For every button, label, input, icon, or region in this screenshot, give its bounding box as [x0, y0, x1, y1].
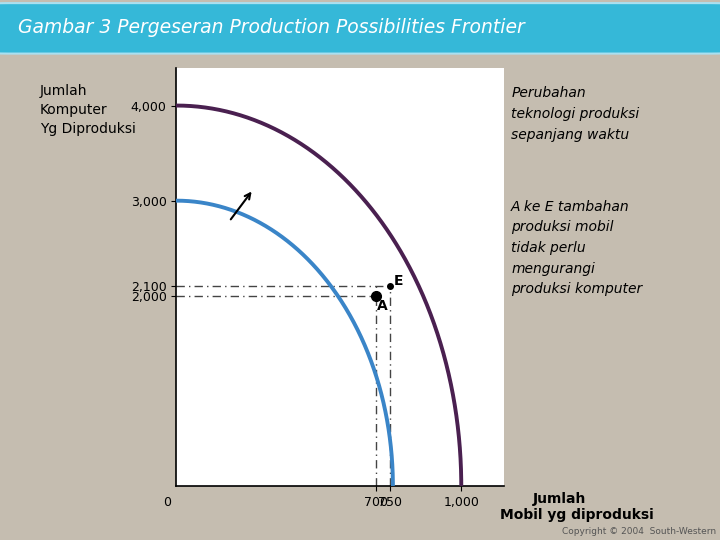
Text: Copyright © 2004  South-Western: Copyright © 2004 South-Western — [562, 526, 716, 536]
FancyBboxPatch shape — [0, 3, 720, 53]
Text: Komputer: Komputer — [40, 103, 107, 117]
Text: A ke E tambahan
produksi mobil
tidak perlu
mengurangi
produksi komputer: A ke E tambahan produksi mobil tidak per… — [511, 200, 642, 296]
Text: Jumlah: Jumlah — [40, 84, 87, 98]
Text: Yg Diproduksi: Yg Diproduksi — [40, 122, 135, 136]
Text: Mobil yg diproduksi: Mobil yg diproduksi — [500, 508, 654, 522]
Text: E: E — [393, 274, 403, 288]
Text: A: A — [377, 299, 388, 313]
Text: 0: 0 — [163, 496, 171, 509]
Text: Jumlah: Jumlah — [533, 492, 586, 507]
Text: Gambar 3 Pergeseran Production Possibilities Frontier: Gambar 3 Pergeseran Production Possibili… — [18, 18, 525, 37]
Text: Perubahan
teknologi produksi
sepanjang waktu: Perubahan teknologi produksi sepanjang w… — [511, 86, 639, 141]
